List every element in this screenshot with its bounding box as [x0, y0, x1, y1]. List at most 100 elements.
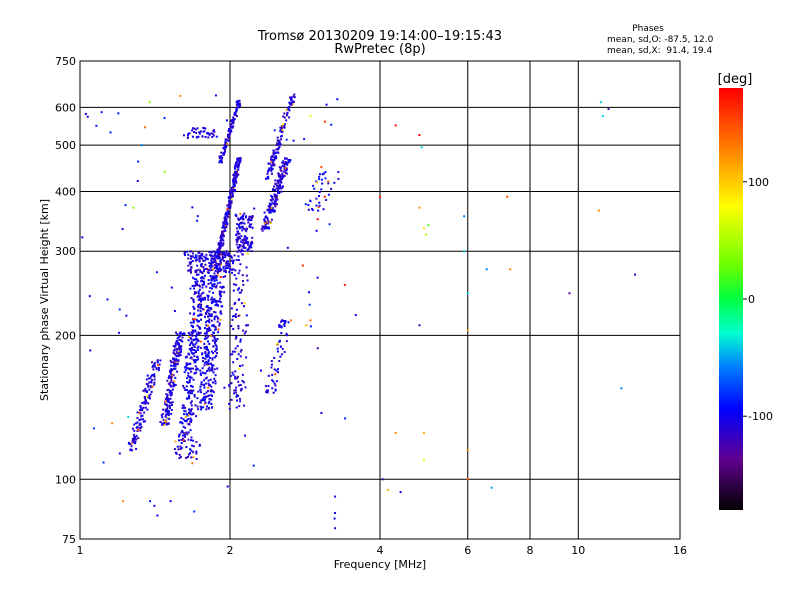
- data-point: [165, 393, 168, 396]
- data-point: [217, 331, 220, 334]
- data-point: [208, 290, 211, 293]
- data-point: [278, 339, 281, 342]
- data-point: [236, 232, 239, 235]
- data-point: [205, 348, 208, 351]
- data-point: [231, 371, 234, 374]
- data-point: [271, 210, 274, 213]
- data-point: [214, 311, 217, 314]
- data-point: [189, 287, 192, 290]
- data-point: [273, 185, 276, 188]
- chart-title: Tromsø 20130209 19:14:00–19:15:43: [257, 29, 502, 44]
- data-point: [281, 177, 284, 180]
- data-point: [280, 353, 283, 356]
- data-point: [217, 253, 220, 256]
- data-point: [153, 373, 156, 376]
- data-point: [321, 173, 324, 176]
- data-point: [330, 187, 333, 190]
- data-point: [134, 437, 137, 440]
- data-point: [209, 254, 212, 257]
- data-point: [216, 304, 219, 307]
- data-point: [200, 383, 203, 386]
- data-point: [234, 301, 237, 304]
- data-point: [154, 365, 157, 368]
- data-point: [92, 427, 95, 430]
- data-point: [201, 252, 204, 255]
- data-point: [202, 291, 205, 294]
- data-point: [223, 227, 226, 230]
- data-point: [277, 182, 280, 185]
- data-point: [190, 456, 193, 459]
- data-point: [243, 404, 246, 407]
- data-point: [239, 217, 242, 220]
- data-point: [203, 255, 206, 258]
- data-point: [271, 373, 274, 376]
- data-point: [243, 237, 246, 240]
- data-point: [235, 391, 238, 394]
- data-point: [190, 449, 193, 452]
- data-point: [225, 262, 228, 265]
- data-point: [188, 411, 191, 414]
- data-point: [177, 336, 180, 339]
- data-point: [242, 218, 245, 221]
- data-point: [222, 253, 225, 256]
- data-point: [213, 316, 216, 319]
- data-point: [278, 183, 281, 186]
- data-point: [162, 419, 165, 422]
- data-point: [217, 263, 220, 266]
- data-point: [250, 219, 253, 222]
- data-point: [280, 128, 283, 131]
- data-point: [182, 425, 185, 428]
- data-point: [189, 257, 192, 260]
- data-point: [237, 235, 240, 238]
- data-point: [193, 292, 196, 295]
- data-point: [281, 319, 284, 322]
- data-point: [267, 205, 270, 208]
- data-point: [176, 337, 179, 340]
- data-point: [244, 246, 247, 249]
- data-point: [193, 131, 196, 134]
- data-point: [106, 298, 109, 301]
- data-point: [227, 196, 230, 199]
- data-point: [191, 129, 194, 132]
- data-point: [280, 138, 283, 141]
- data-point: [214, 251, 217, 254]
- data-point: [217, 243, 220, 246]
- data-point: [206, 308, 209, 311]
- data-point: [287, 106, 290, 109]
- data-point: [237, 168, 240, 171]
- data-point: [381, 478, 384, 481]
- data-point: [239, 355, 242, 358]
- data-point: [191, 392, 194, 395]
- data-point: [193, 312, 196, 315]
- data-point: [147, 385, 150, 388]
- data-point: [267, 385, 270, 388]
- data-point: [138, 419, 141, 422]
- data-point: [189, 413, 192, 416]
- data-point: [184, 433, 187, 436]
- data-point: [273, 193, 276, 196]
- data-point: [222, 252, 225, 255]
- data-point: [271, 188, 274, 191]
- data-point: [337, 177, 340, 180]
- data-point: [202, 396, 205, 399]
- data-point: [270, 218, 273, 221]
- data-point: [235, 227, 238, 230]
- data-point: [146, 374, 149, 377]
- data-point: [191, 135, 194, 138]
- data-point: [100, 111, 103, 114]
- data-point: [201, 397, 204, 400]
- data-point: [222, 257, 225, 260]
- data-point: [202, 360, 205, 363]
- data-point: [214, 374, 217, 377]
- data-point: [133, 429, 136, 432]
- data-point: [210, 406, 213, 409]
- data-point: [318, 173, 321, 176]
- data-point: [147, 377, 150, 380]
- data-point: [212, 255, 215, 258]
- data-point: [219, 242, 222, 245]
- data-point: [189, 375, 192, 378]
- data-point: [189, 250, 192, 253]
- data-point: [241, 280, 244, 283]
- data-point: [237, 314, 240, 317]
- data-point: [131, 437, 134, 440]
